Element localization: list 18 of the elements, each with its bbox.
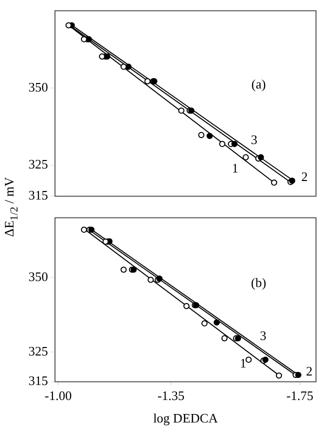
series-label: 2 [306, 363, 313, 378]
series-label: 1 [232, 160, 238, 176]
x-tick-label: -1.75 [286, 388, 314, 404]
x-tick-label: -1.35 [157, 388, 185, 404]
annotation: (b) [250, 274, 266, 290]
series-label: 2 [301, 169, 308, 184]
series-label: 3 [250, 132, 258, 148]
annotation: (a) [251, 76, 266, 92]
x-axis-title: log DEDCA [153, 410, 218, 426]
series-label: 3 [260, 328, 266, 344]
y-tick-label: 350 [28, 268, 48, 284]
y-tick-label: 325 [28, 343, 48, 358]
series-label: 1 [240, 356, 246, 371]
y-tick-label: 315 [28, 373, 48, 388]
y-tick-label: 350 [28, 79, 48, 94]
x-tick-label: -1.00 [44, 388, 72, 404]
y-tick-label: 315 [28, 188, 48, 203]
y-tick-label: 325 [28, 156, 48, 172]
